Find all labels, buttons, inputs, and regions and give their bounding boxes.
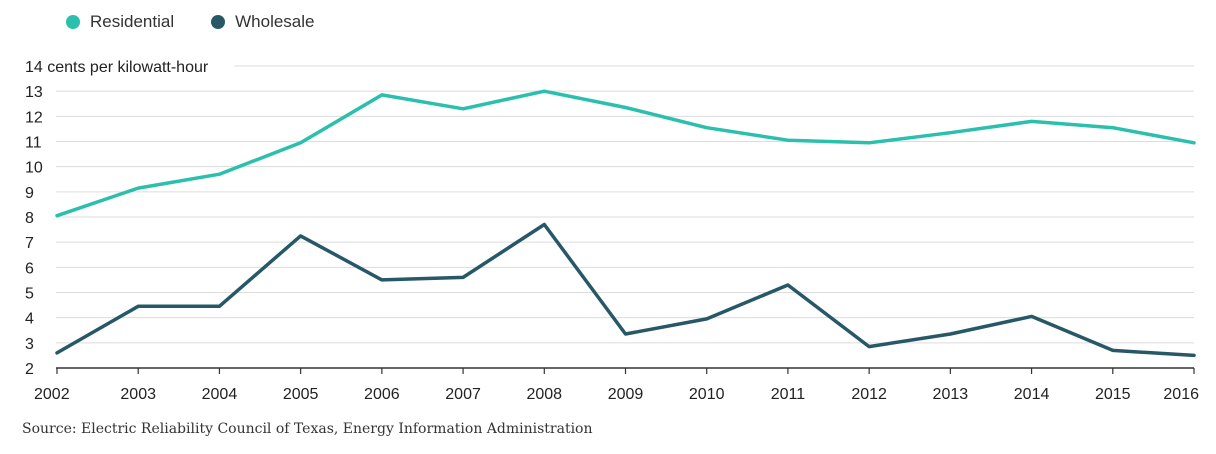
- x-tick-label: 2008: [526, 386, 562, 403]
- x-tick-label: 2002: [34, 386, 70, 403]
- x-tick-label: 2012: [851, 386, 887, 403]
- x-tick-label: 2016: [1163, 386, 1199, 403]
- y-tick-label: 3: [25, 336, 34, 353]
- x-tick-label: 2004: [202, 386, 238, 403]
- y-tick-label: 6: [25, 260, 34, 277]
- x-tick-label: 2013: [933, 386, 969, 403]
- x-tick-label: 2003: [120, 386, 156, 403]
- x-tick-label: 2009: [608, 386, 644, 403]
- legend-item-residential: Residential: [66, 12, 174, 32]
- series-line-wholesale: [55, 222, 1196, 358]
- y-tick-label: 13: [25, 84, 43, 101]
- y-tick-label: 11: [25, 135, 42, 152]
- x-tick-label: 2011: [771, 386, 806, 403]
- y-tick-label: 2: [25, 361, 34, 378]
- source-note: Source: Electric Reliability Council of …: [22, 421, 593, 437]
- y-tick-label: 12: [25, 109, 43, 126]
- x-tick-label: 2010: [689, 386, 725, 403]
- legend-marker-wholesale: [211, 15, 226, 29]
- series-line-residential: [55, 89, 1196, 218]
- legend-label-residential: Residential: [90, 12, 175, 31]
- y-tick-label: 8: [25, 210, 34, 227]
- y-tick-label: 14 cents per kilowatt-hour: [25, 59, 209, 76]
- x-tick-label: 2015: [1095, 386, 1131, 403]
- x-tick-label: 2014: [1014, 386, 1050, 403]
- y-tick-label: 7: [25, 235, 34, 252]
- y-tick-label: 10: [25, 160, 43, 177]
- legend-label-wholesale: Wholesale: [235, 12, 315, 31]
- y-tick-label: 4: [25, 311, 34, 328]
- y-tick-label: 5: [25, 286, 34, 303]
- x-tick-label: 2007: [445, 386, 481, 403]
- chart-legend: Residential Wholesale: [66, 12, 351, 32]
- y-tick-label: 9: [25, 185, 34, 202]
- x-tick-label: 2005: [283, 386, 319, 403]
- legend-marker-residential: [66, 15, 80, 29]
- legend-item-wholesale: Wholesale: [211, 12, 314, 32]
- x-tick-label: 2006: [364, 386, 400, 403]
